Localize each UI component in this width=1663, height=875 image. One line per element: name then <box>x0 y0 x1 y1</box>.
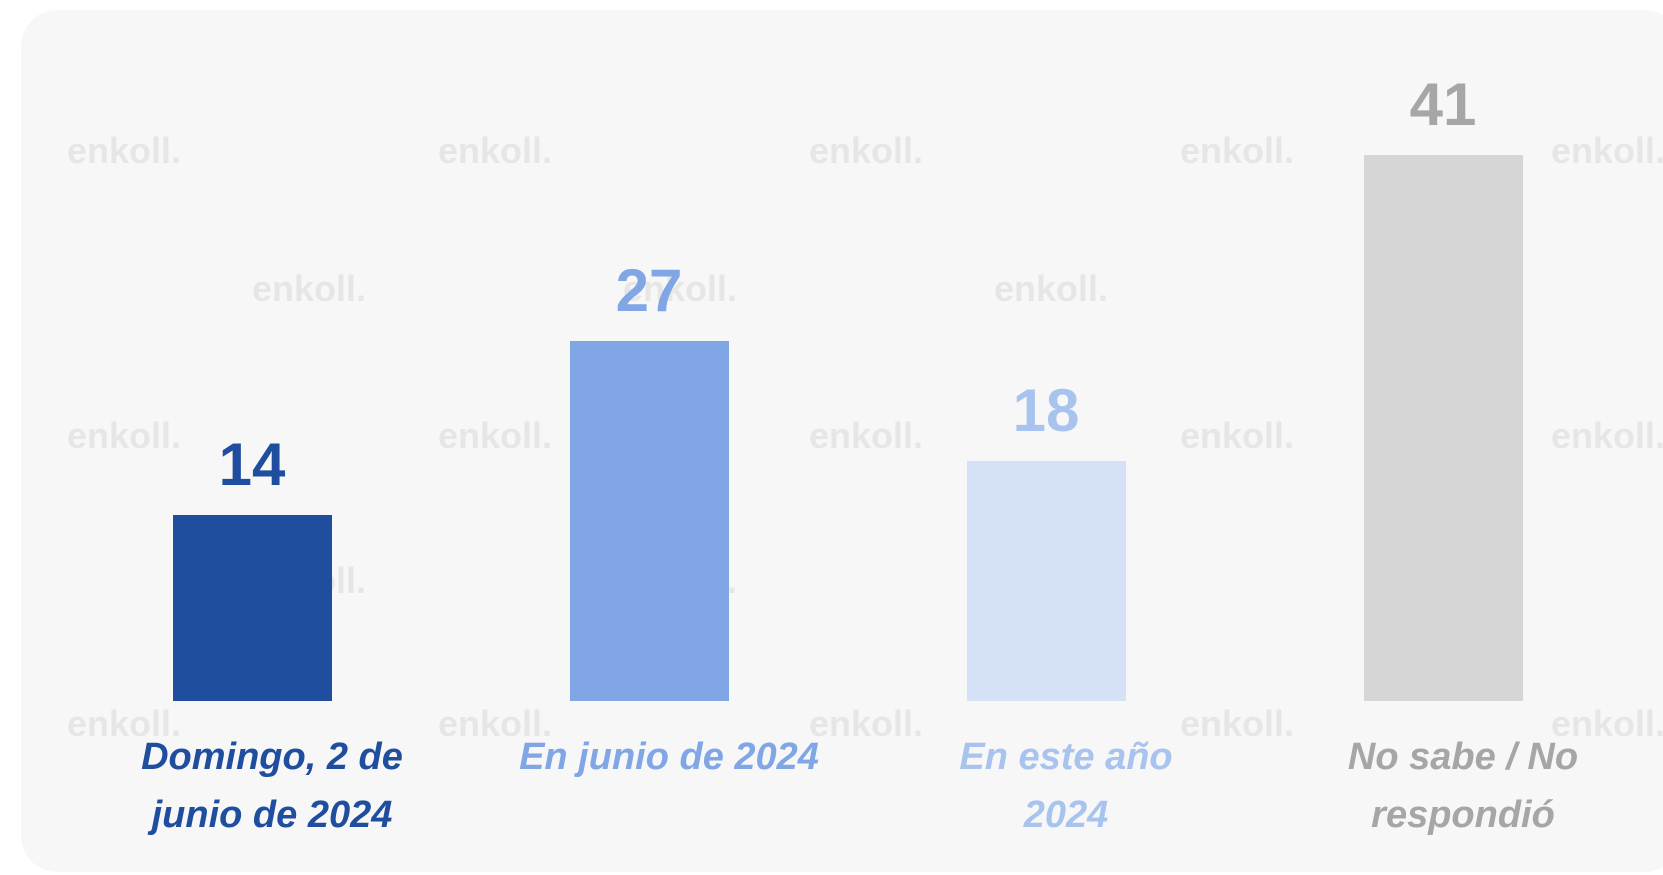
watermark: enkoll. <box>67 130 182 171</box>
watermark: enkoll. <box>438 415 553 456</box>
watermark: enkoll. <box>623 268 738 309</box>
value-label: 41 <box>1409 70 1477 138</box>
value-label: 18 <box>1012 377 1080 445</box>
watermark: enkoll. <box>1180 415 1295 456</box>
category-label: Domingo, 2 de junio de 2024 <box>141 736 403 836</box>
watermark: enkoll. <box>438 703 553 744</box>
watermark: enkoll. <box>809 703 924 744</box>
value-label: 27 <box>615 257 683 325</box>
watermark: enkoll. <box>1551 703 1663 744</box>
watermark: enkoll. <box>994 268 1109 309</box>
bar <box>966 461 1126 701</box>
watermark: enkoll. <box>1180 703 1295 744</box>
watermark: enkoll. <box>1180 130 1295 171</box>
bar <box>569 341 729 701</box>
category-label: En este año 2024 <box>959 736 1173 836</box>
bar <box>1363 154 1523 701</box>
watermark: enkoll. <box>809 415 924 456</box>
watermark: enkoll. <box>438 130 553 171</box>
watermark: enkoll. <box>1551 415 1663 456</box>
bar <box>172 514 332 701</box>
watermark: enkoll. <box>67 415 182 456</box>
watermark: enkoll. <box>809 130 924 171</box>
category-label: No sabe / No respondió <box>1347 736 1579 836</box>
watermark: enkoll. <box>67 703 182 744</box>
value-label: 14 <box>218 430 286 498</box>
watermark: enkoll. <box>1551 130 1663 171</box>
category-label: En junio de 2024 <box>519 736 819 778</box>
watermark: enkoll. <box>252 268 367 309</box>
